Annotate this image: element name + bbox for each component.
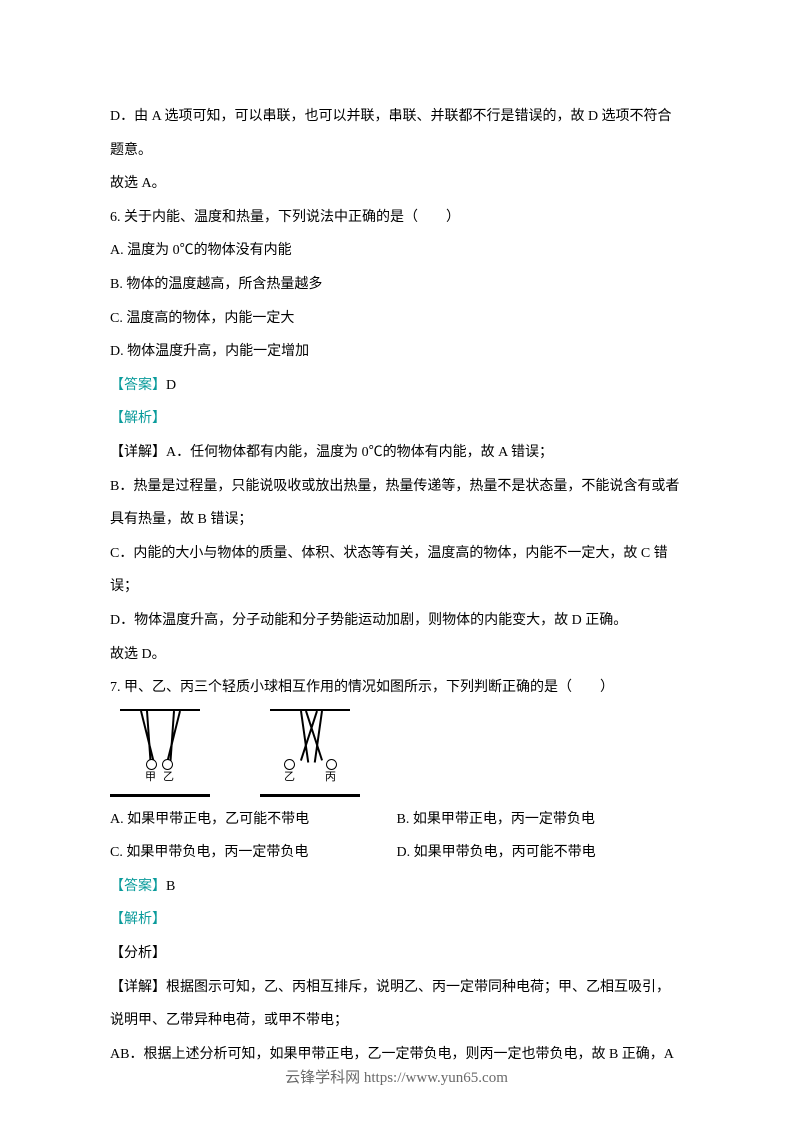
choose-text: 故选 D。 xyxy=(110,638,683,672)
option-d: D. 如果甲带负电，丙可能不带电 xyxy=(397,836,684,870)
explain-label: 【解析】 xyxy=(110,903,683,937)
option-a: A. 温度为 0℃的物体没有内能 xyxy=(110,234,683,268)
paragraph-text: D．由 A 选项可知，可以串联，也可以并联，串联、并联都不行是错误的，故 D 选… xyxy=(110,100,683,167)
question-stem: 6. 关于内能、温度和热量，下列说法中正确的是（ ） xyxy=(110,201,683,235)
option-a: A. 如果甲带正电，乙可能不带电 xyxy=(110,803,397,837)
ball xyxy=(146,759,157,770)
detail-text: D．物体温度升高，分子动能和分子势能运动加剧，则物体的内能变大，故 D 正确。 xyxy=(110,604,683,638)
detail-text: 【详解】A．任何物体都有内能，温度为 0℃的物体有内能，故 A 错误； xyxy=(110,436,683,470)
option-c: C. 如果甲带负电，丙一定带负电 xyxy=(110,836,397,870)
pendulum-pair-2: 乙 丙 xyxy=(260,709,360,797)
page-footer: 云锋学科网 https://www.yun65.com xyxy=(0,1071,793,1086)
option-d: D. 物体温度升高，内能一定增加 xyxy=(110,335,683,369)
ball xyxy=(162,759,173,770)
options-row: C. 如果甲带负电，丙一定带负电 D. 如果甲带负电，丙可能不带电 xyxy=(110,836,683,870)
bar-top xyxy=(120,709,200,711)
option-b: B. 物体的温度越高，所含热量越多 xyxy=(110,268,683,302)
question-stem: 7. 甲、乙、丙三个轻质小球相互作用的情况如图所示，下列判断正确的是（ ） xyxy=(110,671,683,705)
answer-line: 【答案】B xyxy=(110,870,683,904)
bar-bottom xyxy=(110,794,210,797)
label-yi: 乙 xyxy=(163,772,174,783)
label-bing: 丙 xyxy=(325,772,336,783)
detail-text: 【详解】根据图示可知，乙、丙相互排斥，说明乙、丙一定带同种电荷；甲、乙相互吸引，… xyxy=(110,971,683,1038)
answer-label: 【答案】 xyxy=(110,378,166,393)
analysis-label: 【分析】 xyxy=(110,937,683,971)
detail-text: B．热量是过程量，只能说吸收或放出热量，热量传递等，热量不是状态量，不能说含有或… xyxy=(110,470,683,537)
bar-top xyxy=(270,709,350,711)
bar-bottom xyxy=(260,794,360,797)
answer-label: 【答案】 xyxy=(110,879,166,894)
option-b: B. 如果甲带正电，丙一定带负电 xyxy=(397,803,684,837)
label-jia: 甲 xyxy=(145,772,156,783)
ball xyxy=(326,759,337,770)
paragraph-text: 故选 A。 xyxy=(110,167,683,201)
options-row: A. 如果甲带正电，乙可能不带电 B. 如果甲带正电，丙一定带负电 xyxy=(110,803,683,837)
detail-text: C．内能的大小与物体的质量、体积、状态等有关，温度高的物体，内能不一定大，故 C… xyxy=(110,537,683,604)
answer-value: D xyxy=(166,378,176,393)
answer-value: B xyxy=(166,879,175,894)
detail-text: AB．根据上述分析可知，如果甲带正电，乙一定带负电，则丙一定也带负电，故 B 正… xyxy=(110,1038,683,1072)
ball xyxy=(284,759,295,770)
label-yi: 乙 xyxy=(284,772,295,783)
answer-line: 【答案】D xyxy=(110,369,683,403)
pendulum-diagram: 甲 乙 乙 丙 xyxy=(110,709,683,797)
pendulum-pair-1: 甲 乙 xyxy=(110,709,210,797)
explain-label: 【解析】 xyxy=(110,402,683,436)
option-c: C. 温度高的物体，内能一定大 xyxy=(110,302,683,336)
